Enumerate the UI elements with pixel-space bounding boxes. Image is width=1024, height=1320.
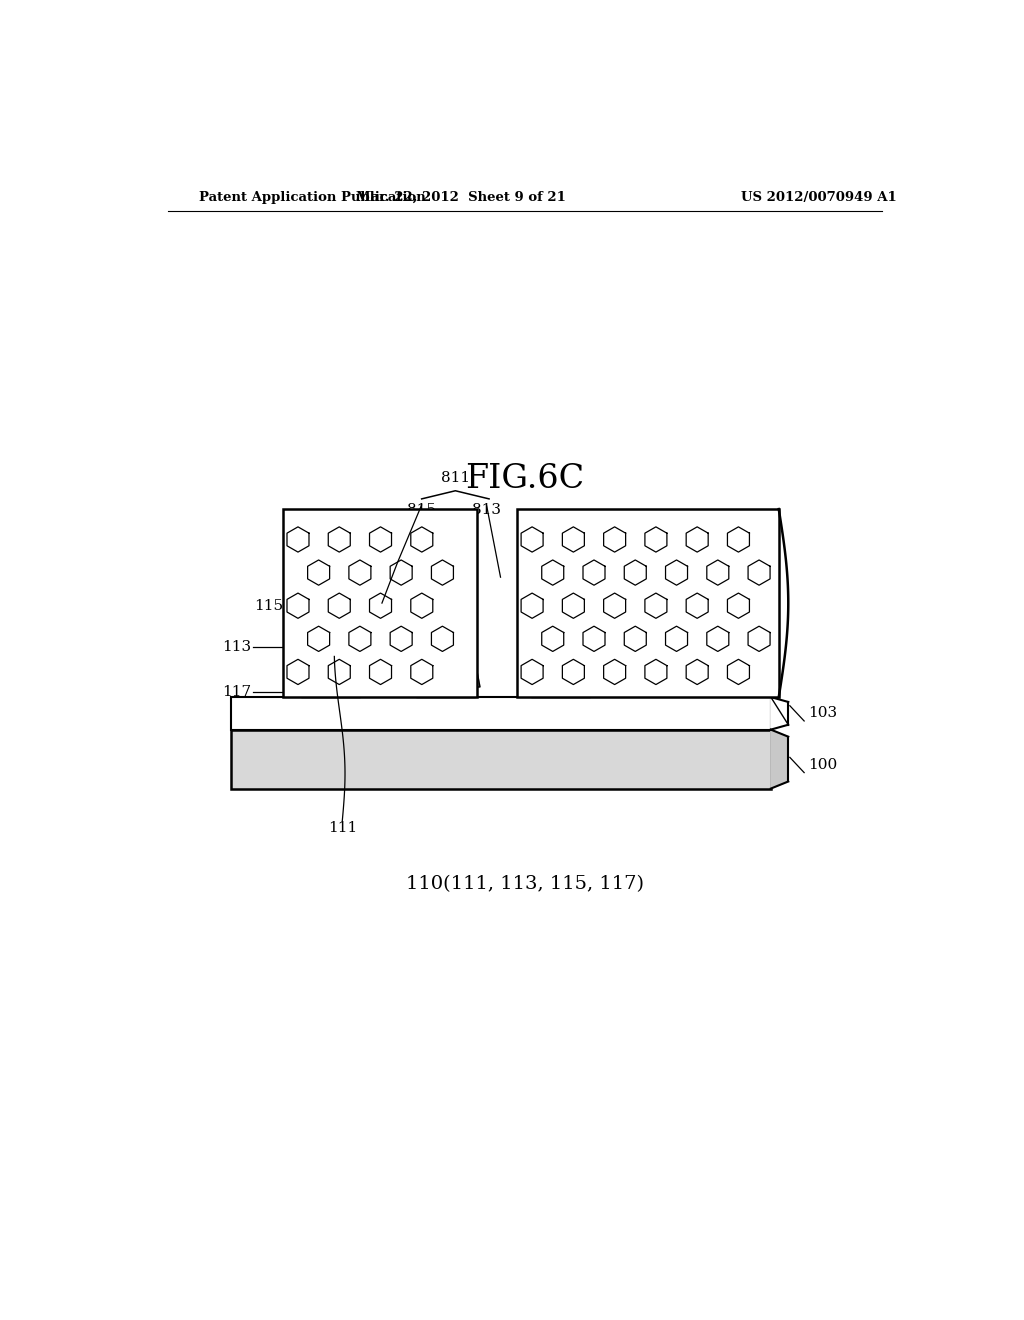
Bar [308,614,352,686]
Bar [231,730,771,788]
Polygon shape [526,647,539,686]
Polygon shape [411,647,424,686]
Text: Patent Application Publication: Patent Application Publication [200,190,426,203]
Text: 111: 111 [328,821,357,836]
Bar [301,686,360,697]
Bar [231,697,771,730]
Text: 100: 100 [808,758,838,772]
Bar [517,510,779,697]
Text: 813: 813 [472,503,501,517]
Text: 815: 815 [408,503,436,517]
Text: 113: 113 [222,640,251,653]
Polygon shape [771,697,788,730]
Text: FIG.6C: FIG.6C [465,462,585,495]
Bar [424,614,467,686]
Bar [416,686,475,697]
Polygon shape [771,730,788,788]
Polygon shape [296,647,308,686]
Polygon shape [352,647,365,686]
Text: 103: 103 [808,706,838,721]
Bar [530,686,590,697]
Polygon shape [467,647,480,686]
Text: US 2012/0070949 A1: US 2012/0070949 A1 [740,190,896,203]
Text: 110(111, 113, 115, 117): 110(111, 113, 115, 117) [406,875,644,892]
Bar [539,614,583,686]
Text: Mar. 22, 2012  Sheet 9 of 21: Mar. 22, 2012 Sheet 9 of 21 [356,190,566,203]
Polygon shape [583,647,595,686]
Bar [283,510,477,697]
Text: 811: 811 [440,471,470,484]
Text: 117: 117 [222,685,251,700]
Text: 115: 115 [254,598,283,612]
